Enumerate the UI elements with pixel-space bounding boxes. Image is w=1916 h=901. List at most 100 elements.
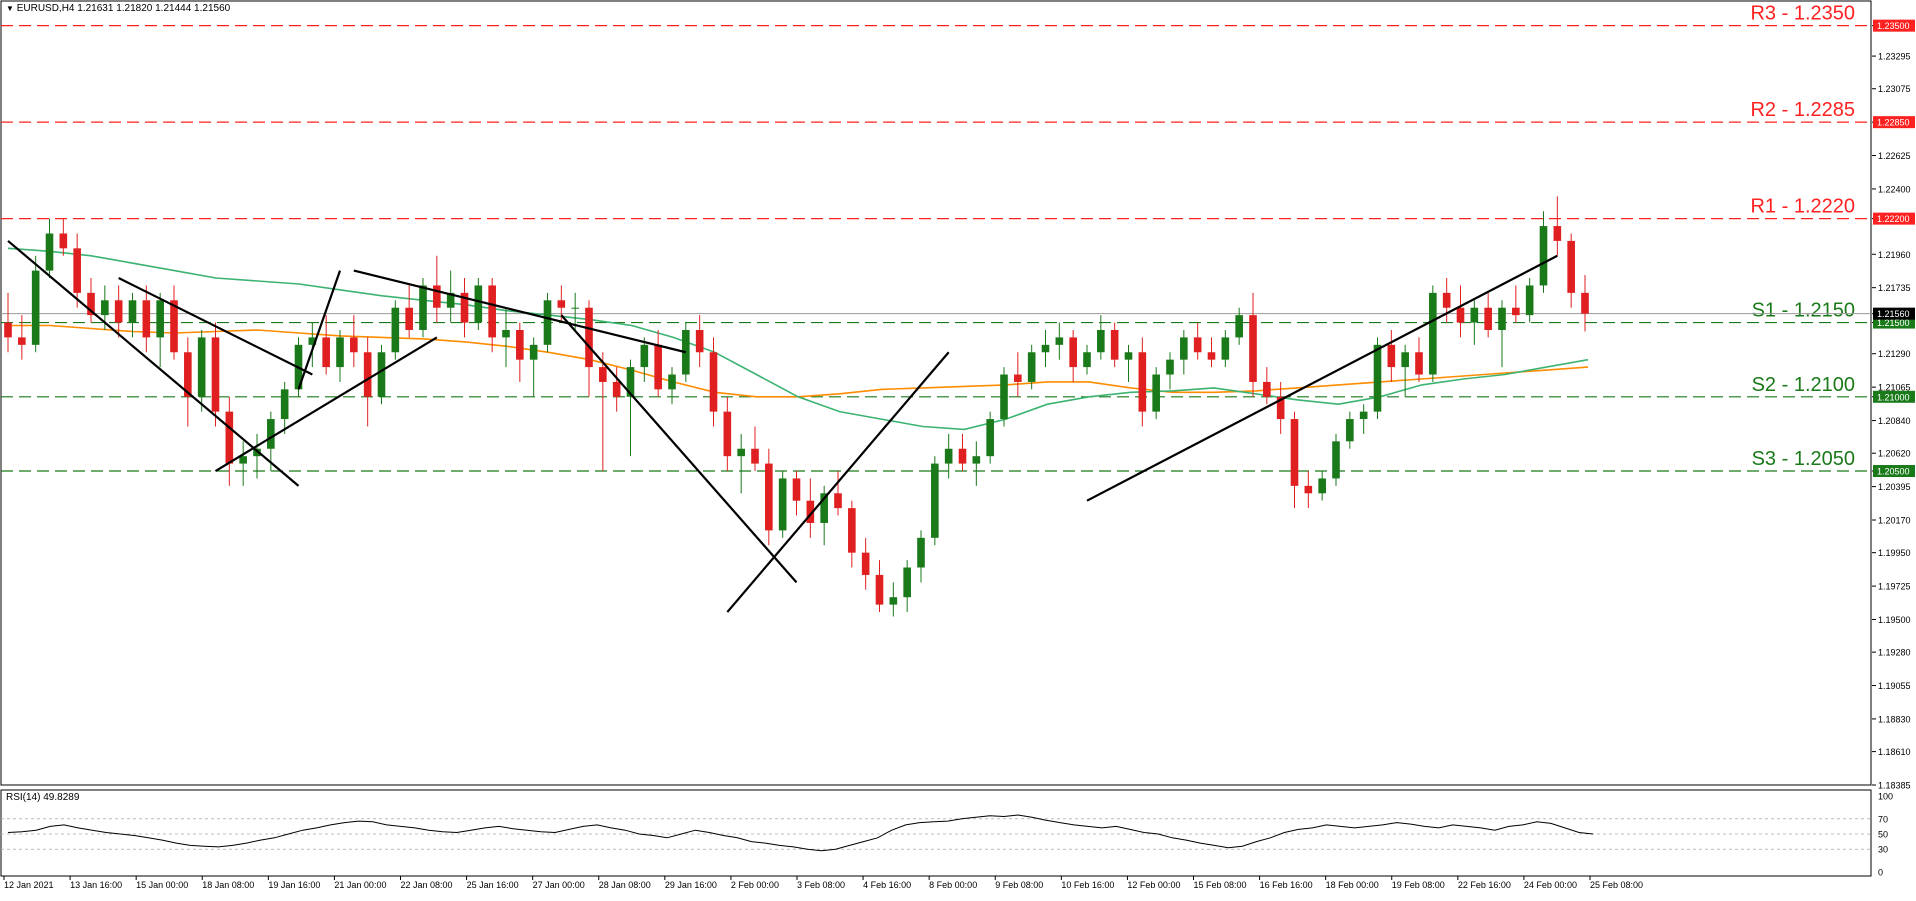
rsi-y-tick-label: 0 — [1878, 868, 1883, 878]
candle — [502, 307, 510, 368]
x-tick-label: 28 Jan 08:00 — [599, 880, 651, 890]
y-tick-label: 1.18610 — [1878, 747, 1911, 757]
candle-body — [336, 337, 344, 368]
x-tick-label: 4 Feb 16:00 — [863, 880, 911, 890]
rsi-panel-frame — [0, 789, 1872, 877]
candle-body — [529, 344, 538, 360]
candle — [695, 315, 704, 368]
x-tick-label: 19 Feb 08:00 — [1392, 880, 1445, 890]
candle-body — [1512, 307, 1520, 316]
candle — [211, 322, 220, 427]
level-tag-text-s3: 1.20500 — [1877, 467, 1910, 477]
level-tag-r1 — [1873, 212, 1915, 225]
candle — [654, 329, 662, 397]
candle — [1304, 471, 1313, 509]
candle-body — [709, 352, 718, 412]
candle — [848, 500, 856, 568]
candle-body — [211, 337, 220, 412]
rsi-y-tick-label: 100 — [1878, 792, 1893, 802]
candle-body — [377, 352, 386, 397]
level-tag-text-r3: 1.23500 — [1877, 21, 1910, 31]
candle — [1346, 411, 1354, 449]
candle — [1124, 344, 1133, 382]
candle — [142, 285, 151, 353]
candle-body — [391, 307, 400, 353]
candle — [1014, 352, 1022, 397]
candle — [128, 292, 137, 338]
x-tick-label: 29 Jan 16:00 — [665, 880, 717, 890]
candle-body — [1304, 485, 1313, 494]
candle-body — [557, 300, 566, 308]
trendline — [214, 336, 438, 472]
candle — [1027, 344, 1036, 390]
candle-body — [31, 270, 40, 345]
candle — [322, 315, 330, 375]
candle — [986, 411, 994, 464]
candle — [1083, 344, 1091, 375]
candle-body — [778, 478, 787, 531]
y-tick-label: 1.21065 — [1878, 383, 1911, 393]
triangle-down-icon[interactable]: ▼ — [6, 4, 14, 13]
candle-body — [1083, 352, 1091, 368]
candle-body — [1152, 374, 1160, 412]
candle-body — [1539, 226, 1548, 286]
candle-body — [765, 463, 773, 531]
candle — [1318, 471, 1326, 501]
candle — [529, 337, 538, 397]
candle-body — [114, 300, 123, 323]
candle-body — [1014, 374, 1022, 382]
candle-body — [1484, 307, 1492, 330]
candle — [350, 315, 358, 368]
candle-body — [1069, 337, 1077, 368]
candle-body — [142, 300, 151, 338]
x-tick-label: 18 Jan 08:00 — [202, 880, 254, 890]
candle-body — [668, 374, 676, 390]
candle-body — [585, 307, 593, 368]
candle — [709, 337, 718, 427]
candle — [170, 285, 178, 360]
candle-body — [1581, 292, 1589, 314]
candle-body — [1110, 329, 1119, 360]
candle — [1193, 322, 1202, 360]
candle-body — [101, 300, 109, 316]
candle-body — [1470, 307, 1479, 323]
candle-body — [612, 381, 621, 397]
candle — [308, 322, 317, 368]
x-tick-label: 18 Feb 00:00 — [1326, 880, 1379, 890]
x-tick-label: 25 Jan 16:00 — [467, 880, 519, 890]
trendline — [353, 269, 687, 354]
x-tick-label: 24 Feb 00:00 — [1524, 880, 1577, 890]
candle-body — [1332, 441, 1340, 479]
candle — [737, 433, 745, 494]
level-tag-text-r1: 1.22200 — [1877, 214, 1910, 224]
x-tick-label: 22 Jan 08:00 — [401, 880, 453, 890]
candle — [806, 478, 815, 538]
candle — [31, 255, 40, 353]
candle — [1166, 352, 1174, 390]
candle — [460, 278, 469, 338]
candle-body — [1027, 352, 1036, 382]
candle — [1207, 337, 1216, 368]
candle — [1470, 300, 1479, 345]
candle — [1249, 292, 1257, 397]
candle — [903, 560, 911, 613]
x-tick-label: 12 Jan 2021 — [4, 880, 54, 890]
candle — [225, 396, 234, 486]
y-tick-label: 1.19950 — [1878, 548, 1911, 558]
candle-body — [405, 307, 413, 330]
candle — [280, 381, 289, 434]
candle-body — [1221, 337, 1230, 360]
y-tick-label: 1.23295 — [1878, 52, 1911, 62]
candle — [944, 433, 953, 479]
candle — [1525, 278, 1534, 323]
candle-body — [73, 248, 81, 293]
x-tick-label: 3 Feb 08:00 — [797, 880, 845, 890]
candle-body — [1553, 226, 1562, 241]
candle-body — [502, 329, 510, 338]
level-label-r1: R1 - 1.2220 — [1750, 196, 1855, 218]
candle-body — [737, 448, 745, 457]
candle — [1387, 329, 1396, 382]
rsi-line — [7, 814, 1594, 852]
